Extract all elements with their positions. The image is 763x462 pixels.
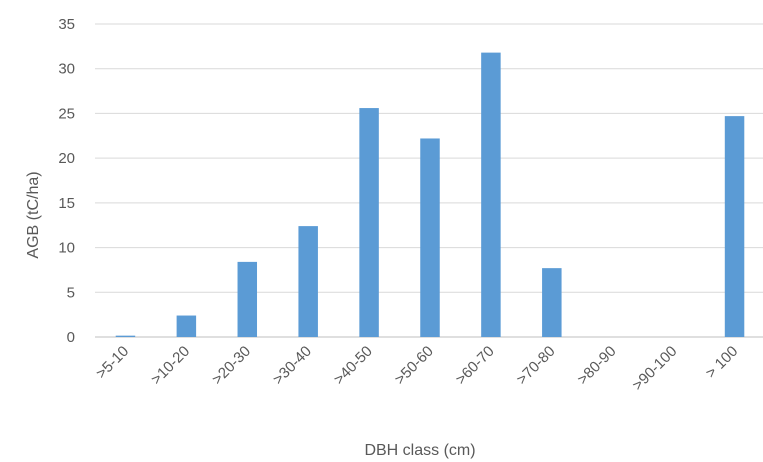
bar <box>542 268 562 337</box>
bar <box>237 261 258 337</box>
x-tick-label: >80-90 <box>574 343 619 388</box>
bar <box>176 315 197 337</box>
bar <box>298 226 318 337</box>
y-axis-title: AGB (tC/ha) <box>25 171 42 258</box>
x-axis-title: DBH class (cm) <box>364 442 475 459</box>
bar <box>115 335 136 337</box>
x-tick-label: >20-30 <box>209 343 254 388</box>
x-tick-label: >5-10 <box>93 343 132 382</box>
y-tick-label: 15 <box>58 195 75 212</box>
x-tick-label: >70-80 <box>513 343 558 388</box>
x-tick-label: >10-20 <box>148 343 193 388</box>
y-tick-label: 0 <box>67 329 75 346</box>
bar <box>359 108 379 337</box>
y-tick-label: 35 <box>58 16 75 33</box>
x-tick-label: >50-60 <box>391 343 436 388</box>
bars <box>115 52 745 338</box>
x-tick-labels: >5-10 >10-20 >20-30 >30-40 >40-50 >50-60 >60-7… <box>93 343 742 394</box>
y-tick-label: 25 <box>58 105 75 122</box>
x-tick-label: >90-100 <box>629 343 680 394</box>
bar <box>724 116 745 338</box>
y-tick-label: 20 <box>58 150 75 167</box>
y-tick-label: 5 <box>67 284 75 301</box>
bar <box>481 52 501 338</box>
y-tick-label: 30 <box>58 61 75 78</box>
y-tick-labels: 0 5 10 15 20 25 30 35 <box>58 16 75 346</box>
x-tick-label: > 100 <box>703 343 742 382</box>
x-tick-label: >60-70 <box>452 343 497 388</box>
x-tick-label: >30-40 <box>270 343 315 388</box>
y-tick-label: 10 <box>58 240 75 257</box>
bar <box>420 138 440 337</box>
x-tick-label: >40-50 <box>331 343 376 388</box>
